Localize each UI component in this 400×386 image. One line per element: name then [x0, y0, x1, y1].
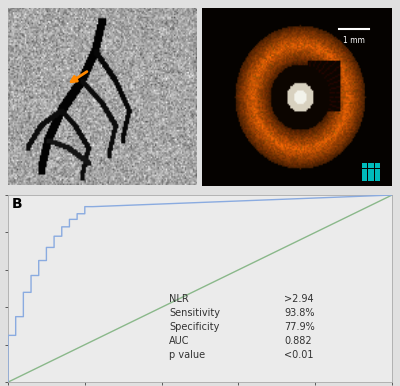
- Text: 1 mm: 1 mm: [343, 36, 365, 45]
- Bar: [374, 169, 380, 174]
- Bar: [368, 175, 374, 181]
- Text: B: B: [12, 197, 23, 211]
- Text: <0.01: <0.01: [284, 350, 314, 360]
- Bar: [374, 163, 380, 168]
- Bar: [362, 169, 367, 174]
- Bar: [362, 163, 367, 168]
- Text: A: A: [0, 0, 7, 2]
- Text: p value: p value: [169, 350, 206, 360]
- Text: AUC: AUC: [169, 336, 190, 345]
- Text: Specificity: Specificity: [169, 322, 220, 332]
- Bar: [368, 169, 374, 174]
- Text: NLR: NLR: [169, 294, 189, 303]
- Bar: [368, 163, 374, 168]
- Bar: [374, 175, 380, 181]
- Bar: [362, 175, 367, 181]
- Text: 77.9%: 77.9%: [284, 322, 315, 332]
- Text: >2.94: >2.94: [284, 294, 314, 303]
- Text: 93.8%: 93.8%: [284, 308, 315, 318]
- Text: Sensitivity: Sensitivity: [169, 308, 220, 318]
- Text: 0.882: 0.882: [284, 336, 312, 345]
